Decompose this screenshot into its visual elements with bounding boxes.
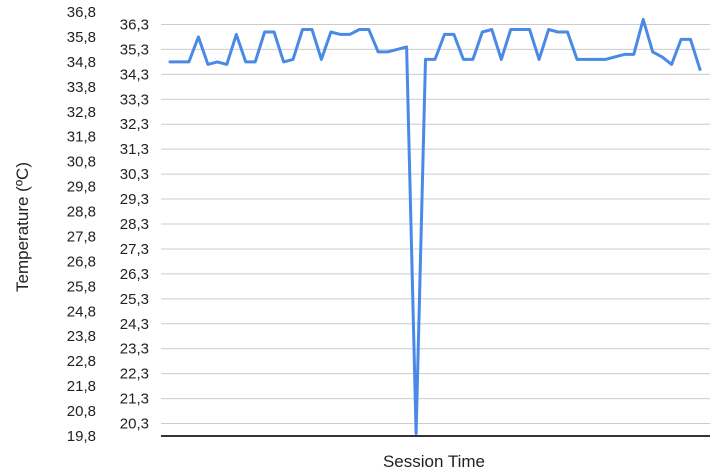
x-axis-title: Session Time [383,452,485,471]
y-tick-label: 30,3 [120,166,149,183]
y-tick-label: 23,3 [120,341,149,358]
y-axis-title: Temperature (ºC) [13,162,32,292]
y-tick-label: 31,3 [120,141,149,158]
series [168,18,702,435]
y-tick-label: 26,8 [67,253,96,270]
y-tick-label: 33,3 [120,91,149,108]
y-tick-label: 25,8 [67,278,96,295]
y-tick-label: 32,8 [67,104,96,121]
y-tick-label: 29,8 [67,179,96,196]
y-tick-label: 23,8 [67,328,96,345]
y-tick-label: 34,8 [67,54,96,71]
y-tick-label: 32,3 [120,116,149,133]
y-tick-label: 33,8 [67,79,96,96]
y-tick-label: 34,3 [120,66,149,83]
y-tick-label: 27,3 [120,241,149,258]
y-tick-label: 20,3 [120,416,149,433]
y-tick-label: 29,3 [120,191,149,208]
y-tick-label: 28,3 [120,216,149,233]
y-tick-label: 24,3 [120,316,149,333]
y-tick-label: 24,8 [67,303,96,320]
y-tick-label: 36,3 [120,16,149,33]
y-tick-label: 21,8 [67,378,96,395]
y-tick-label: 26,3 [120,266,149,283]
y-tick-label: 35,3 [120,41,149,58]
y-tick-label: 28,8 [67,204,96,221]
y-tick-label: 36,8 [67,4,96,21]
temperature-series-line [168,18,702,435]
y-tick-label: 20,8 [67,403,96,420]
y-tick-label: 19,8 [67,428,96,445]
y-axis-ticks: 36,8 35,8 34,8 33,8 32,8 31,8 30,8 29,8 28,8 27,8… [67,4,149,445]
y-tick-label: 25,3 [120,291,149,308]
y-tick-label: 22,8 [67,353,96,370]
y-tick-label: 27,8 [67,228,96,245]
y-tick-label: 31,8 [67,129,96,146]
y-tick-label: 21,3 [120,391,149,408]
y-tick-label: 35,8 [67,29,96,46]
y-tick-label: 22,3 [120,366,149,383]
y-tick-label: 30,8 [67,154,96,171]
gridlines [161,23,710,425]
